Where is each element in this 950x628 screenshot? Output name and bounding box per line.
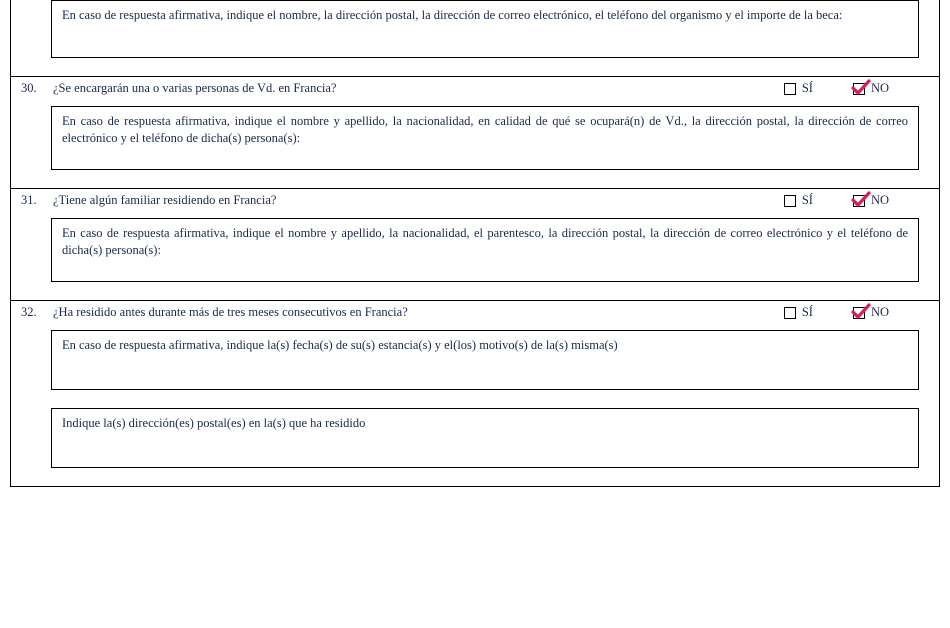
beca-details-box[interactable]: En caso de respuesta afirmativa, indique… (51, 0, 919, 58)
q31-no-label: NO (871, 193, 889, 208)
q30-si-label: SÍ (802, 81, 813, 96)
q31-row: 31. ¿Tiene algún familiar residiendo en … (11, 189, 939, 214)
checkmark-icon (850, 190, 872, 210)
q32-no-option[interactable]: NO (853, 305, 889, 320)
q31-si-option[interactable]: SÍ (784, 193, 813, 208)
q32-text: ¿Ha residido antes durante más de tres m… (53, 305, 778, 320)
q32-box2-text: Indique la(s) dirección(es) postal(es) e… (62, 416, 365, 430)
q32-number: 32. (21, 305, 47, 320)
q30-no-checkbox[interactable] (853, 83, 865, 95)
beca-details-text: En caso de respuesta afirmativa, indique… (62, 8, 842, 22)
section-top: En caso de respuesta afirmativa, indique… (10, 0, 940, 77)
q31-details-box[interactable]: En caso de respuesta afirmativa, indique… (51, 218, 919, 282)
q30-details-box[interactable]: En caso de respuesta afirmativa, indique… (51, 106, 919, 170)
q32-row: 32. ¿Ha residido antes durante más de tr… (11, 301, 939, 326)
section-q31: 31. ¿Tiene algún familiar residiendo en … (10, 189, 940, 301)
form-container: En caso de respuesta afirmativa, indique… (0, 0, 950, 487)
q31-si-checkbox[interactable] (784, 195, 796, 207)
q30-options: SÍ NO (784, 81, 889, 96)
checkmark-icon (850, 302, 872, 322)
q32-options: SÍ NO (784, 305, 889, 320)
q30-row: 30. ¿Se encargarán una o varias personas… (11, 77, 939, 102)
q32-si-option[interactable]: SÍ (784, 305, 813, 320)
q32-no-checkbox[interactable] (853, 307, 865, 319)
checkmark-icon (850, 78, 872, 98)
q32-no-label: NO (871, 305, 889, 320)
q31-details-text: En caso de respuesta afirmativa, indique… (62, 226, 908, 257)
section-q32: 32. ¿Ha residido antes durante más de tr… (10, 301, 940, 487)
q30-details-text: En caso de respuesta afirmativa, indique… (62, 114, 908, 145)
q32-si-checkbox[interactable] (784, 307, 796, 319)
q30-no-option[interactable]: NO (853, 81, 889, 96)
q32-box2[interactable]: Indique la(s) dirección(es) postal(es) e… (51, 408, 919, 468)
q31-si-label: SÍ (802, 193, 813, 208)
q31-no-checkbox[interactable] (853, 195, 865, 207)
q30-no-label: NO (871, 81, 889, 96)
q32-box1[interactable]: En caso de respuesta afirmativa, indique… (51, 330, 919, 390)
q31-options: SÍ NO (784, 193, 889, 208)
q32-box1-text: En caso de respuesta afirmativa, indique… (62, 338, 618, 352)
q30-si-option[interactable]: SÍ (784, 81, 813, 96)
q31-number: 31. (21, 193, 47, 208)
q30-text: ¿Se encargarán una o varias personas de … (53, 81, 778, 96)
q30-number: 30. (21, 81, 47, 96)
q30-si-checkbox[interactable] (784, 83, 796, 95)
q32-si-label: SÍ (802, 305, 813, 320)
q31-no-option[interactable]: NO (853, 193, 889, 208)
section-q30: 30. ¿Se encargarán una o varias personas… (10, 77, 940, 189)
q31-text: ¿Tiene algún familiar residiendo en Fran… (53, 193, 778, 208)
